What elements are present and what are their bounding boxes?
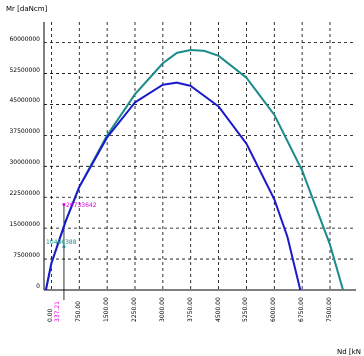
y-tick-label: 52500000 (9, 66, 40, 74)
y-axis-label: Mr [daNcm] (6, 5, 48, 13)
series-line-0 (44, 49, 344, 291)
x-tick-label: 1500.00 (103, 297, 111, 322)
y-tick-label: 7500000 (13, 252, 40, 260)
annotation-lower-value: 10486388 (46, 239, 77, 246)
x-tick-label: 3000.00 (158, 297, 166, 322)
y-tick-label: 22500000 (9, 190, 40, 198)
x-tick-label: 4500.00 (214, 297, 222, 322)
series-line-1 (44, 81, 302, 291)
x-axis-label: Nd [kN (337, 348, 361, 356)
marker-point-high (62, 203, 66, 207)
x-tick-label: 6750.00 (298, 297, 306, 322)
y-tick-label: 45000000 (9, 97, 40, 105)
annotation-upper-value: 20733642 (66, 202, 97, 209)
x-tick-label: 5250.00 (242, 297, 250, 322)
marker-point-low (62, 245, 66, 249)
x-tick-label: 7500.00 (326, 297, 333, 322)
x-tick-label: 6000.00 (270, 297, 278, 322)
y-tick-label: 37500000 (9, 128, 40, 136)
x-tick-label: 750.00 (75, 301, 83, 322)
annotation-x-value: 337.21 (54, 301, 61, 322)
x-tick-label: 3750.00 (186, 297, 194, 322)
y-tick-label: 15000000 (9, 221, 40, 229)
y-tick-label: 30000000 (9, 159, 40, 167)
x-tick-label: 2250.00 (131, 297, 138, 322)
y-tick-label: 0 (36, 283, 40, 290)
y-tick-label: 60000000 (9, 35, 40, 43)
